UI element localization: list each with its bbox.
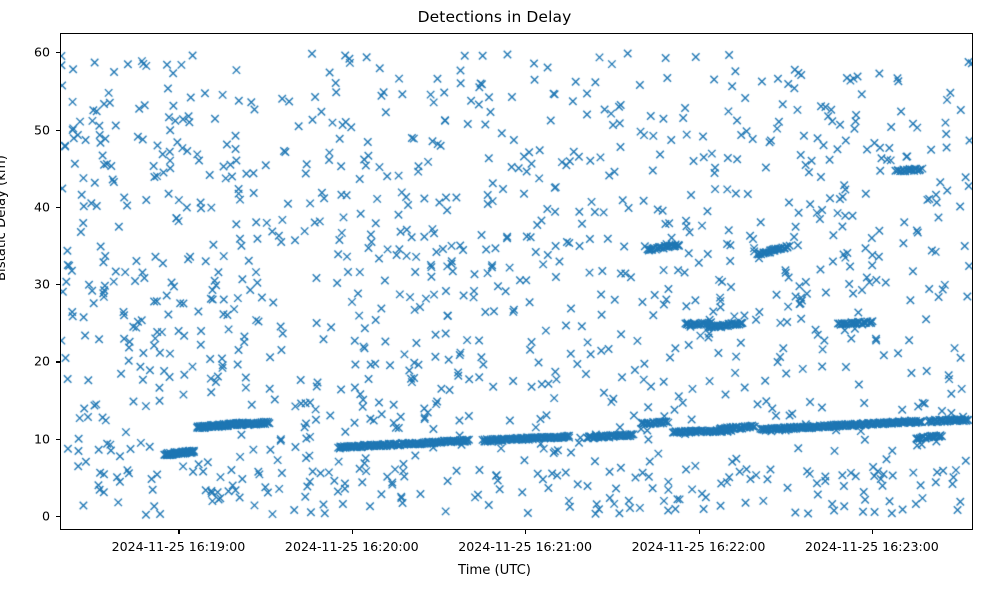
- y-tick-mark: [56, 284, 60, 286]
- x-tick-label: 2024-11-25 16:19:00: [111, 539, 246, 554]
- x-tick-mark: [351, 530, 353, 534]
- y-tick-mark: [56, 206, 60, 208]
- y-tick-mark: [56, 361, 60, 363]
- y-tick-mark: [56, 129, 60, 131]
- y-tick-mark: [56, 516, 60, 518]
- y-tick-label: 20: [33, 353, 50, 369]
- chart-title: Detections in Delay: [417, 8, 572, 26]
- x-tick-label: 2024-11-25 16:21:00: [458, 539, 593, 554]
- y-tick-mark: [56, 438, 60, 440]
- y-tick-label: 0: [41, 508, 50, 524]
- y-tick-mark: [56, 52, 60, 54]
- x-tick-mark: [698, 530, 700, 534]
- y-tick-label: 60: [33, 44, 50, 60]
- y-tick-label: 10: [33, 431, 50, 447]
- x-tick-mark: [871, 530, 873, 534]
- x-tick-label: 2024-11-25 16:23:00: [804, 539, 939, 554]
- x-axis-label: Time (UTC): [458, 563, 531, 578]
- x-tick-label: 2024-11-25 16:22:00: [631, 539, 766, 554]
- y-axis-label: Bistatic Delay (km): [0, 155, 9, 281]
- x-tick-label: 2024-11-25 16:20:00: [284, 539, 419, 554]
- x-tick-mark: [525, 530, 527, 534]
- y-tick-label: 40: [33, 199, 50, 215]
- plot-axes: [60, 33, 973, 530]
- scatter-plot-canvas: [61, 34, 972, 529]
- x-tick-mark: [178, 530, 180, 534]
- y-tick-label: 50: [33, 122, 50, 138]
- y-tick-label: 30: [33, 276, 50, 292]
